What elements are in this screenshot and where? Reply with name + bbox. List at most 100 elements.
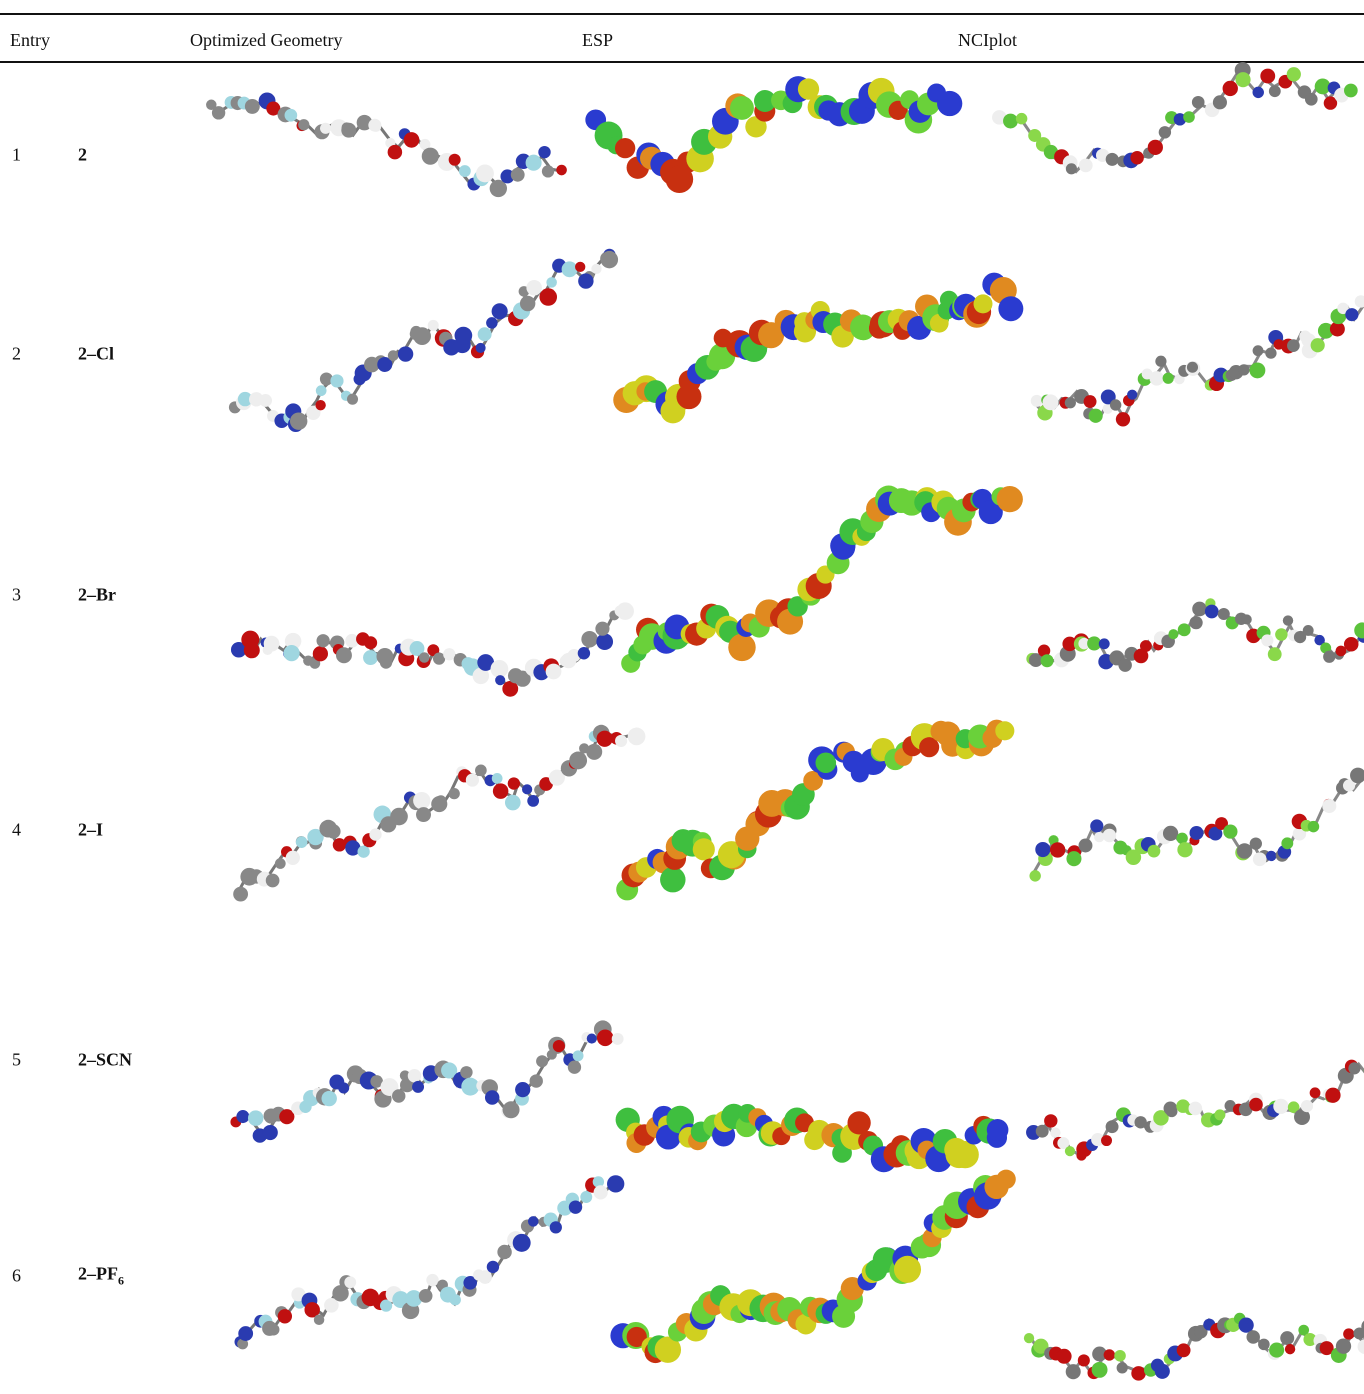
atom	[1105, 1120, 1119, 1134]
atom	[1044, 1114, 1058, 1128]
atom	[1194, 1325, 1208, 1339]
atom	[458, 165, 471, 177]
atom	[370, 1075, 383, 1088]
atom	[1212, 95, 1227, 110]
atom	[1275, 628, 1288, 641]
compound-name: 2–SCN	[78, 1049, 133, 1070]
atom	[1298, 1324, 1310, 1336]
atom	[265, 873, 280, 888]
atom	[1155, 355, 1167, 367]
atom	[893, 1255, 922, 1283]
atom	[539, 288, 558, 306]
atom	[1188, 1101, 1203, 1116]
atom	[514, 670, 531, 687]
atom	[692, 838, 715, 861]
atom	[552, 1040, 565, 1053]
atom	[1280, 1331, 1295, 1346]
atom	[596, 1029, 614, 1047]
atom	[486, 317, 498, 329]
atom	[1354, 622, 1364, 639]
compound-cell: 2–Cl	[78, 344, 114, 365]
atom	[335, 647, 352, 664]
atom	[475, 342, 486, 353]
atom	[627, 727, 646, 746]
atom	[330, 374, 344, 388]
atom	[405, 1290, 423, 1307]
atom	[298, 119, 310, 131]
atom	[1028, 128, 1042, 142]
atom	[338, 1082, 350, 1094]
atom	[267, 1323, 280, 1336]
atom	[1037, 644, 1051, 657]
atom	[491, 303, 508, 320]
atom	[556, 164, 567, 176]
atom	[615, 734, 628, 748]
entry-cell: 6	[12, 1265, 21, 1286]
atom	[1342, 779, 1356, 792]
atom	[1191, 95, 1205, 109]
atom	[978, 500, 1003, 525]
atom	[1139, 640, 1152, 652]
atom	[237, 1338, 249, 1350]
atom	[1162, 372, 1174, 384]
atom	[1269, 1342, 1285, 1358]
atom	[525, 154, 542, 171]
atom	[441, 1062, 458, 1079]
atom	[1090, 819, 1104, 833]
atom	[591, 263, 602, 274]
atom	[1249, 1097, 1263, 1112]
atom	[728, 633, 756, 662]
atom	[1116, 1362, 1128, 1374]
atom	[1222, 80, 1238, 97]
atom	[341, 122, 357, 138]
atom	[284, 108, 298, 122]
atom	[1064, 1146, 1076, 1157]
atom	[1204, 604, 1219, 619]
atom	[356, 114, 373, 131]
molecule-image	[610, 1169, 1016, 1364]
atom	[460, 1066, 473, 1079]
atom	[1189, 616, 1203, 630]
molecule-image	[233, 724, 646, 902]
atom	[1177, 623, 1191, 637]
bond	[1031, 775, 1364, 875]
atom	[427, 319, 439, 331]
atom	[529, 1074, 543, 1088]
compound-name: 2–Cl	[78, 343, 114, 364]
atom	[1133, 648, 1149, 664]
atom	[449, 1294, 461, 1306]
atom	[500, 169, 515, 184]
atom	[986, 1119, 1009, 1141]
atom	[1015, 112, 1028, 125]
atom	[236, 1110, 250, 1124]
atom	[1260, 68, 1276, 84]
atom	[495, 675, 506, 686]
atom	[1300, 1099, 1314, 1113]
atom	[206, 99, 217, 111]
atom	[1252, 852, 1267, 867]
atom	[522, 784, 533, 795]
atom	[1266, 850, 1277, 862]
molecule-image	[234, 1175, 625, 1350]
atom	[545, 663, 562, 680]
atom	[371, 121, 382, 132]
molecule-image	[230, 1020, 624, 1143]
atom	[1083, 395, 1097, 409]
molecule-image	[1029, 767, 1364, 882]
atom	[502, 680, 519, 697]
atom	[412, 1080, 425, 1093]
atom	[413, 327, 431, 346]
atom	[1078, 838, 1093, 853]
compound-cell: 2–Br	[78, 585, 116, 606]
atom	[549, 1221, 562, 1234]
atom	[306, 405, 321, 420]
atom	[319, 372, 333, 386]
atom	[419, 652, 430, 663]
atom	[315, 399, 326, 411]
atom	[847, 1111, 871, 1135]
atom	[426, 1273, 439, 1287]
atom	[1066, 851, 1082, 867]
atom	[1168, 629, 1179, 640]
atom	[1056, 1348, 1072, 1364]
